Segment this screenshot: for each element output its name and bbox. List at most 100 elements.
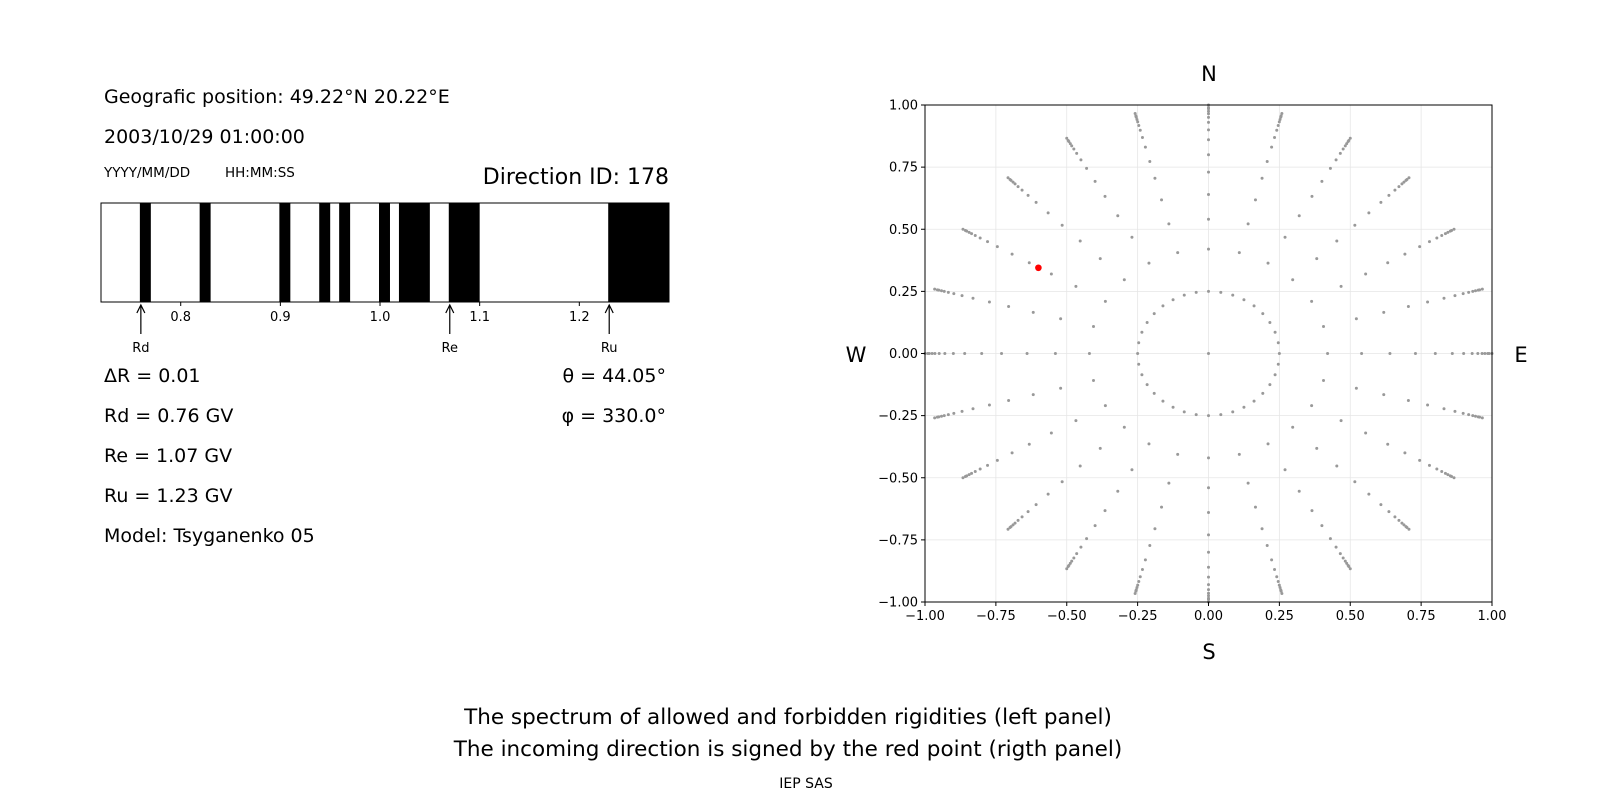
marker-arrowhead — [445, 303, 455, 314]
direction-point — [1283, 468, 1287, 472]
direction-point — [1400, 182, 1404, 186]
direction-point — [1266, 261, 1270, 265]
direction-point — [1387, 510, 1391, 514]
direction-point — [1098, 446, 1102, 450]
caption-line-1: The spectrum of allowed and forbidden ri… — [463, 705, 1112, 730]
direction-point — [1367, 492, 1371, 496]
direction-point — [1046, 211, 1050, 215]
direction-point — [1207, 138, 1210, 142]
direction-point — [1011, 523, 1015, 527]
direction-point — [1059, 386, 1063, 390]
direction-point — [1478, 288, 1482, 292]
direction-point — [1136, 352, 1140, 355]
direction-point — [1207, 456, 1210, 460]
direction-point — [1231, 293, 1235, 297]
direction-point — [1026, 510, 1030, 514]
direction-point — [995, 245, 999, 249]
direction-point — [1137, 123, 1141, 127]
direction-point — [1237, 251, 1241, 255]
direction-point — [1480, 352, 1484, 355]
direction-point — [1027, 261, 1031, 265]
direction-point — [1140, 135, 1144, 139]
direction-point — [1167, 222, 1171, 226]
direction-point — [1153, 527, 1157, 531]
direction-point — [1347, 565, 1351, 569]
direction-point — [986, 463, 990, 467]
direction-point — [1143, 558, 1147, 562]
direction-point — [1297, 214, 1301, 218]
direction-point — [952, 411, 956, 415]
direction-point — [1207, 414, 1210, 418]
forbidden-band-2 — [279, 203, 291, 302]
rigidity-spectrum: 0.8 0.9 1.0 1.1 1.2 Rd Re Ru — [100, 202, 670, 356]
direction-point — [1297, 489, 1301, 493]
direction-point — [1388, 352, 1392, 355]
direction-point — [1335, 464, 1339, 468]
direction-point — [960, 409, 964, 413]
direction-point — [1137, 341, 1141, 345]
direction-point — [1122, 278, 1126, 282]
time-format-label: HH:MM:SS — [225, 165, 295, 181]
direction-point — [1400, 521, 1404, 525]
direction-point — [1161, 399, 1165, 403]
direction-point — [1487, 352, 1491, 355]
direction-point — [1207, 105, 1210, 109]
direction-point — [1182, 293, 1186, 297]
direction-point — [1276, 341, 1280, 345]
direction-point — [1418, 458, 1422, 462]
direction-point — [1135, 586, 1139, 590]
direction-point — [1470, 352, 1474, 355]
direction-point — [986, 240, 990, 244]
direction-point — [1237, 452, 1241, 456]
direction-point — [1078, 239, 1082, 243]
marker-arrowhead — [136, 303, 146, 314]
direction-point — [1278, 586, 1282, 590]
direction-point — [1291, 425, 1295, 429]
direction-point — [1335, 239, 1339, 243]
direction-point — [1452, 227, 1456, 231]
direction-point — [1072, 147, 1076, 151]
direction-point — [1207, 598, 1210, 602]
direction-point — [1074, 419, 1078, 423]
direction-point — [946, 290, 950, 294]
direction-point — [1426, 403, 1430, 407]
direction-point — [1252, 399, 1256, 403]
direction-point — [1031, 310, 1035, 314]
compass-south: S — [1202, 640, 1215, 664]
direction-point — [1171, 405, 1175, 409]
direction-point — [940, 414, 944, 418]
x-tick-label: 1.00 — [1478, 609, 1507, 624]
direction-point — [1136, 583, 1140, 587]
x-tick-label: −0.25 — [1118, 609, 1158, 624]
direction-point — [1006, 527, 1010, 531]
direction-point — [1322, 324, 1326, 328]
forbidden-band-3 — [319, 203, 331, 302]
direction-point — [1079, 545, 1083, 549]
direction-point — [1450, 475, 1454, 479]
spectrum-tick-label: 0.8 — [170, 310, 191, 325]
direction-point — [1207, 533, 1210, 537]
direction-point — [1473, 289, 1477, 293]
direction-point — [1153, 176, 1157, 180]
direction-point — [1160, 505, 1164, 509]
direction-point — [1116, 489, 1120, 493]
direction-point — [1310, 194, 1314, 198]
direction-point — [1277, 352, 1281, 355]
y-tick-label: −0.25 — [878, 409, 918, 424]
direction-point — [1148, 544, 1152, 548]
direction-point — [1242, 298, 1246, 302]
direction-point — [1261, 312, 1265, 316]
direction-point — [978, 236, 982, 240]
direction-point — [933, 352, 937, 355]
direction-point — [1343, 559, 1347, 563]
direction-point — [1194, 413, 1198, 417]
direction-point — [1091, 379, 1095, 383]
direction-point — [930, 352, 934, 355]
direction-point — [1397, 518, 1401, 522]
direction-point — [1016, 518, 1020, 522]
direction-point — [1145, 383, 1149, 387]
direction-point — [1453, 409, 1457, 413]
direction-point — [1207, 352, 1210, 355]
direction-point — [1426, 300, 1430, 304]
direction-point — [1133, 592, 1137, 596]
